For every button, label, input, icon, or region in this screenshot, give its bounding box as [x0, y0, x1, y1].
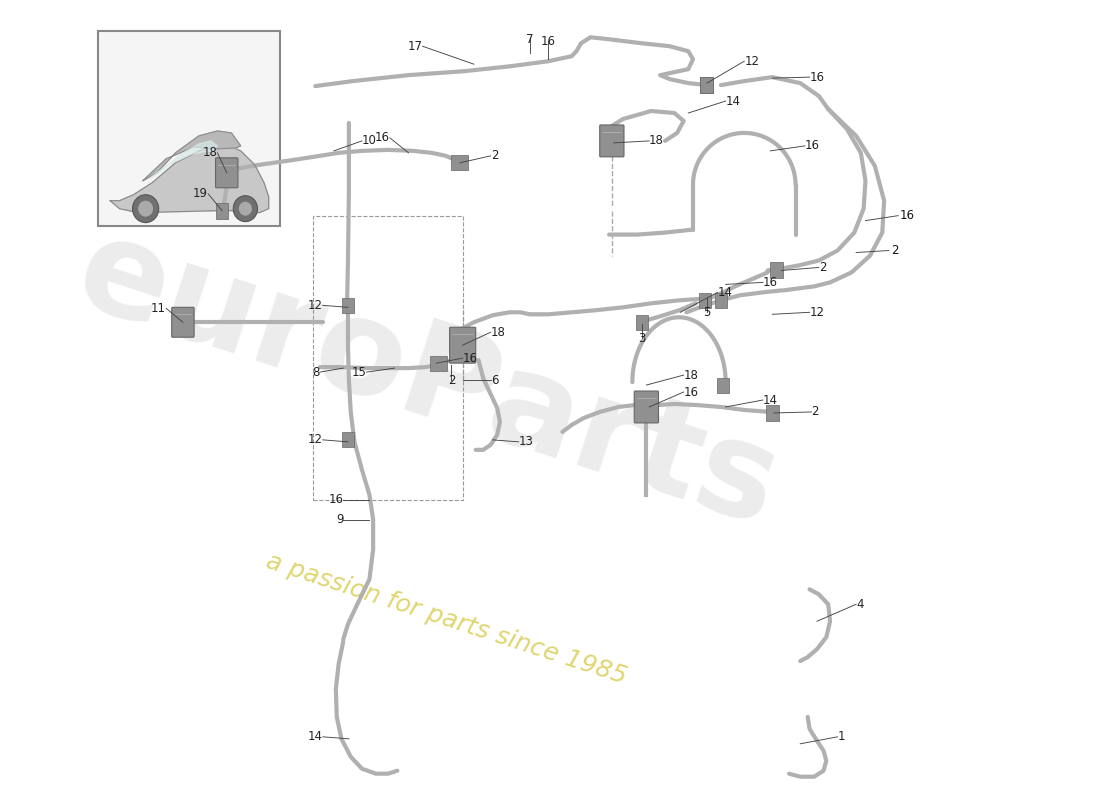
- Text: 18: 18: [491, 326, 506, 338]
- FancyBboxPatch shape: [600, 125, 624, 157]
- Bar: [451, 155, 469, 170]
- Polygon shape: [143, 131, 241, 181]
- Text: 9: 9: [336, 513, 343, 526]
- Text: 16: 16: [900, 209, 915, 222]
- FancyBboxPatch shape: [635, 391, 659, 423]
- Text: 18: 18: [684, 369, 699, 382]
- Circle shape: [139, 201, 153, 217]
- Bar: [314, 216, 463, 500]
- Text: 16: 16: [541, 34, 556, 48]
- Text: 10: 10: [362, 134, 377, 147]
- Bar: [342, 432, 354, 447]
- Text: 2: 2: [818, 261, 826, 274]
- Text: 17: 17: [408, 40, 422, 53]
- Bar: [717, 378, 729, 393]
- Text: 8: 8: [312, 366, 320, 378]
- Bar: [430, 356, 447, 370]
- Text: 1: 1: [837, 730, 845, 743]
- Text: 14: 14: [717, 286, 733, 299]
- Text: 16: 16: [375, 131, 389, 145]
- Bar: [98, 31, 279, 226]
- Text: 18: 18: [649, 134, 664, 147]
- FancyBboxPatch shape: [216, 158, 238, 188]
- Text: 12: 12: [308, 434, 322, 446]
- Text: 16: 16: [805, 139, 820, 152]
- Text: 3: 3: [638, 332, 646, 345]
- Bar: [636, 314, 648, 330]
- Circle shape: [233, 196, 257, 222]
- Text: 4: 4: [856, 598, 864, 610]
- Bar: [698, 293, 712, 308]
- Text: 7: 7: [526, 33, 534, 46]
- Bar: [766, 405, 779, 421]
- Circle shape: [239, 202, 252, 216]
- Text: a passion for parts since 1985: a passion for parts since 1985: [263, 550, 629, 689]
- Bar: [342, 298, 354, 313]
- Text: 16: 16: [463, 352, 477, 365]
- Text: 2: 2: [448, 374, 455, 386]
- Text: 11: 11: [151, 302, 166, 315]
- Bar: [701, 77, 714, 93]
- Text: 6: 6: [491, 374, 498, 386]
- Text: 16: 16: [763, 276, 778, 289]
- Text: 12: 12: [745, 54, 759, 68]
- Text: 5: 5: [703, 306, 711, 319]
- Circle shape: [133, 194, 158, 222]
- Text: 2: 2: [812, 406, 818, 418]
- Text: 16: 16: [684, 386, 699, 398]
- Text: euroParts: euroParts: [62, 207, 793, 553]
- Text: 12: 12: [308, 299, 322, 312]
- FancyBboxPatch shape: [172, 307, 194, 338]
- Text: 15: 15: [352, 366, 366, 378]
- Text: 14: 14: [308, 730, 322, 743]
- Text: 14: 14: [726, 94, 740, 107]
- Text: 18: 18: [202, 146, 218, 159]
- Bar: [770, 262, 783, 278]
- Bar: [701, 77, 714, 93]
- Bar: [216, 202, 228, 218]
- Text: 16: 16: [810, 70, 825, 84]
- Text: 2: 2: [891, 244, 899, 257]
- Text: 19: 19: [194, 187, 208, 200]
- Text: 14: 14: [763, 394, 778, 406]
- FancyBboxPatch shape: [450, 327, 475, 363]
- Text: 13: 13: [518, 435, 534, 448]
- Text: 12: 12: [810, 306, 825, 319]
- Polygon shape: [110, 145, 268, 213]
- Text: 16: 16: [328, 493, 343, 506]
- Bar: [715, 293, 727, 308]
- Polygon shape: [150, 141, 218, 178]
- Text: 2: 2: [491, 150, 498, 162]
